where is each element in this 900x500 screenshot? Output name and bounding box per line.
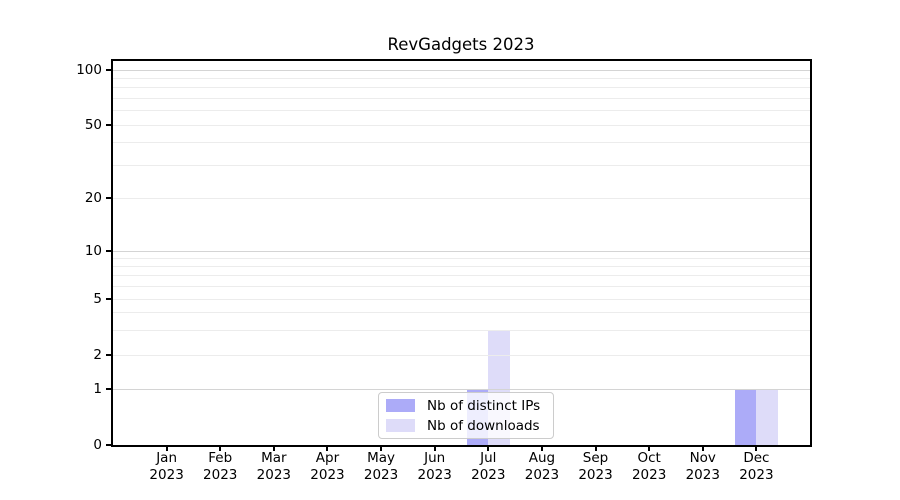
bar-dec-downloads (756, 389, 778, 445)
minor-gridline (113, 97, 810, 99)
x-tick-label-nov: Nov 2023 (685, 450, 720, 483)
minor-gridline (113, 312, 810, 314)
y-tick-mark (106, 298, 111, 300)
major-gridline (113, 298, 810, 300)
legend-swatch-downloads (386, 419, 415, 432)
y-tick-mark (106, 444, 111, 446)
x-tick-label-dec: Dec 2023 (739, 450, 774, 483)
minor-gridline (113, 110, 810, 112)
y-tick-label-20: 20 (84, 190, 102, 206)
x-tick-label-aug: Aug 2023 (524, 450, 560, 483)
x-tick-label-may: May 2023 (363, 450, 399, 483)
x-tick-label-jan: Jan 2023 (149, 450, 184, 483)
minor-gridline (113, 257, 810, 259)
legend-swatch-distinct-ips (386, 399, 415, 412)
legend-label-distinct-ips: Nb of distinct IPs (427, 397, 541, 414)
x-tick-mark (648, 446, 651, 451)
minor-gridline (113, 275, 810, 277)
x-tick-mark (433, 446, 436, 451)
major-gridline (113, 124, 810, 126)
y-tick-mark (106, 388, 111, 390)
y-tick-mark (106, 354, 111, 356)
major-gridline (113, 250, 810, 252)
minor-gridline (113, 285, 810, 287)
minor-gridline (113, 77, 810, 79)
x-tick-label-mar: Mar 2023 (256, 450, 292, 483)
x-tick-label-apr: Apr 2023 (310, 450, 345, 483)
x-tick-mark (380, 446, 383, 451)
x-tick-label-sep: Sep 2023 (578, 450, 613, 483)
x-tick-mark (165, 446, 168, 451)
chart-title: RevGadgets 2023 (387, 35, 535, 54)
x-tick-label-feb: Feb 2023 (203, 450, 238, 483)
minor-gridline (113, 142, 810, 144)
y-tick-mark (106, 250, 111, 252)
x-tick-label-jun: Jun 2023 (417, 450, 452, 483)
legend-item-distinct-ips: Nb of distinct IPs (386, 398, 546, 414)
x-tick-mark (326, 446, 329, 451)
y-tick-label-2: 2 (93, 347, 102, 363)
legend: Nb of distinct IPs Nb of downloads (378, 392, 554, 439)
minor-gridline (113, 329, 810, 331)
minor-gridline (113, 265, 810, 267)
y-tick-mark (106, 197, 111, 199)
y-tick-label-10: 10 (84, 243, 102, 259)
y-tick-label-0: 0 (93, 437, 102, 453)
y-tick-label-50: 50 (84, 117, 102, 133)
bar-dec-distinct-ips (734, 389, 757, 445)
y-tick-label-5: 5 (93, 291, 102, 307)
y-tick-mark (106, 124, 111, 126)
x-tick-mark (272, 446, 275, 451)
x-tick-mark (219, 446, 222, 451)
legend-label-downloads: Nb of downloads (427, 417, 540, 434)
y-tick-mark (106, 69, 111, 71)
legend-item-downloads: Nb of downloads (386, 418, 546, 434)
y-tick-label-100: 100 (76, 62, 102, 78)
major-gridline (113, 388, 810, 390)
major-gridline (113, 354, 810, 356)
x-tick-mark (755, 446, 758, 451)
x-tick-mark (701, 446, 704, 451)
minor-gridline (113, 165, 810, 167)
major-gridline (113, 197, 810, 199)
major-gridline (113, 69, 810, 71)
x-tick-label-oct: Oct 2023 (631, 450, 667, 483)
y-tick-label-1: 1 (93, 381, 102, 397)
x-tick-label-jul: Jul 2023 (471, 450, 506, 483)
x-tick-mark (540, 446, 543, 451)
x-tick-mark (487, 446, 490, 451)
minor-gridline (113, 87, 810, 89)
x-tick-mark (594, 446, 597, 451)
